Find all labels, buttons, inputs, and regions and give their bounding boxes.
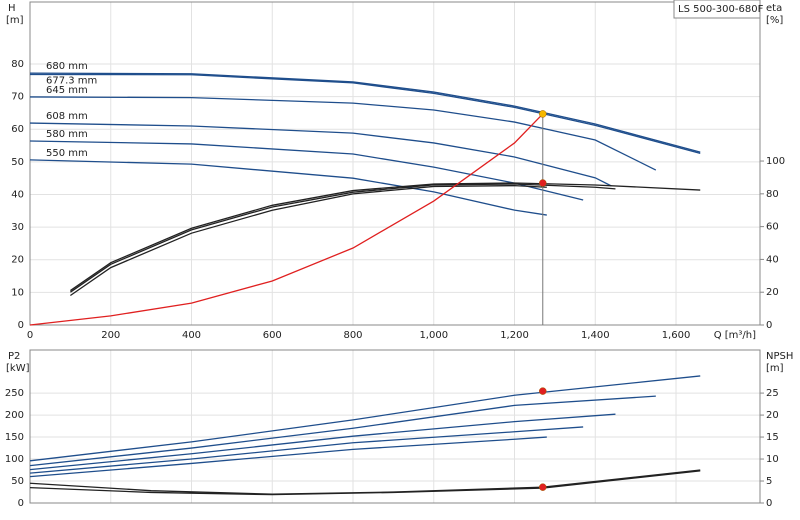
y-tick-label: 100 <box>5 454 24 465</box>
y-axis-label: P2 <box>8 351 20 362</box>
curve-label: 550 mm <box>46 148 88 159</box>
y-tick-label: 150 <box>5 432 24 443</box>
y-tick-label: 40 <box>11 189 24 200</box>
curve <box>29 395 656 467</box>
curve <box>29 73 701 155</box>
y2-tick-label: 20 <box>766 287 779 298</box>
curve <box>29 426 584 474</box>
curve <box>29 159 547 216</box>
x-tick-label: 1,600 <box>662 330 691 341</box>
y2-tick-label: 0 <box>766 498 772 509</box>
y-axis-label: H <box>8 3 16 14</box>
y-tick-label: 60 <box>11 124 24 135</box>
curve <box>29 96 657 171</box>
curve <box>70 184 547 297</box>
curve <box>29 113 544 326</box>
y-tick-label: 50 <box>11 157 24 168</box>
y2-tick-label: 10 <box>766 454 779 465</box>
y-tick-label: 0 <box>18 320 24 331</box>
curve-label: 680 mm <box>46 61 88 72</box>
x-tick-label: 0 <box>27 330 33 341</box>
curve <box>29 140 584 201</box>
curve <box>29 122 612 187</box>
y2-tick-label: 20 <box>766 410 779 421</box>
y-axis-unit: [m] <box>6 15 24 26</box>
y2-tick-label: 40 <box>766 254 779 265</box>
y-tick-label: 80 <box>11 59 24 70</box>
y2-axis-unit: [m] <box>766 363 784 374</box>
y2-tick-label: 100 <box>766 156 785 167</box>
curve <box>29 436 547 478</box>
y-tick-label: 10 <box>11 287 24 298</box>
duty-point <box>539 387 547 395</box>
y-tick-label: 200 <box>5 410 24 421</box>
y-tick-label: 250 <box>5 388 24 399</box>
y-tick-label: 30 <box>11 222 24 233</box>
y-tick-label: 70 <box>11 92 24 103</box>
legend-text: LS 500-300-680F <box>678 4 764 15</box>
curve <box>70 183 616 293</box>
curve <box>29 413 616 471</box>
y2-tick-label: 15 <box>766 432 779 443</box>
curve-label: 677.3 mm <box>46 75 97 86</box>
y2-axis-label: eta <box>766 3 782 14</box>
x-tick-label: 1,400 <box>581 330 610 341</box>
y-tick-label: 0 <box>18 498 24 509</box>
duty-point <box>539 110 547 118</box>
x-tick-label: 200 <box>101 330 120 341</box>
curve-label: 608 mm <box>46 111 88 122</box>
y2-axis-label: NPSH <box>766 351 793 362</box>
x-tick-label: 800 <box>343 330 362 341</box>
y2-tick-label: 60 <box>766 222 779 233</box>
plot-frame <box>29 1 761 326</box>
x-axis-label: Q [m³/h] <box>714 330 756 341</box>
x-tick-label: 600 <box>263 330 282 341</box>
curve <box>29 72 701 153</box>
legend-box <box>673 0 761 19</box>
x-tick-label: 400 <box>182 330 201 341</box>
y-tick-label: 20 <box>11 255 24 266</box>
duty-point <box>539 483 547 491</box>
curve-label: 645 mm <box>46 85 88 96</box>
x-tick-label: 1,200 <box>500 330 529 341</box>
x-tick-label: 1,000 <box>419 330 448 341</box>
y2-tick-label: 0 <box>766 320 772 331</box>
curve <box>29 375 701 462</box>
curve-label: 580 mm <box>46 129 88 140</box>
duty-point <box>539 179 547 187</box>
y2-tick-label: 5 <box>766 476 772 487</box>
plot-frame <box>29 349 761 504</box>
y-axis-unit: [kW] <box>6 363 30 374</box>
y2-tick-label: 25 <box>766 388 779 399</box>
curve <box>29 470 701 496</box>
y2-axis-unit: [%] <box>766 15 783 26</box>
y-tick-label: 50 <box>11 476 24 487</box>
curve <box>70 182 701 292</box>
y2-tick-label: 80 <box>766 189 779 200</box>
